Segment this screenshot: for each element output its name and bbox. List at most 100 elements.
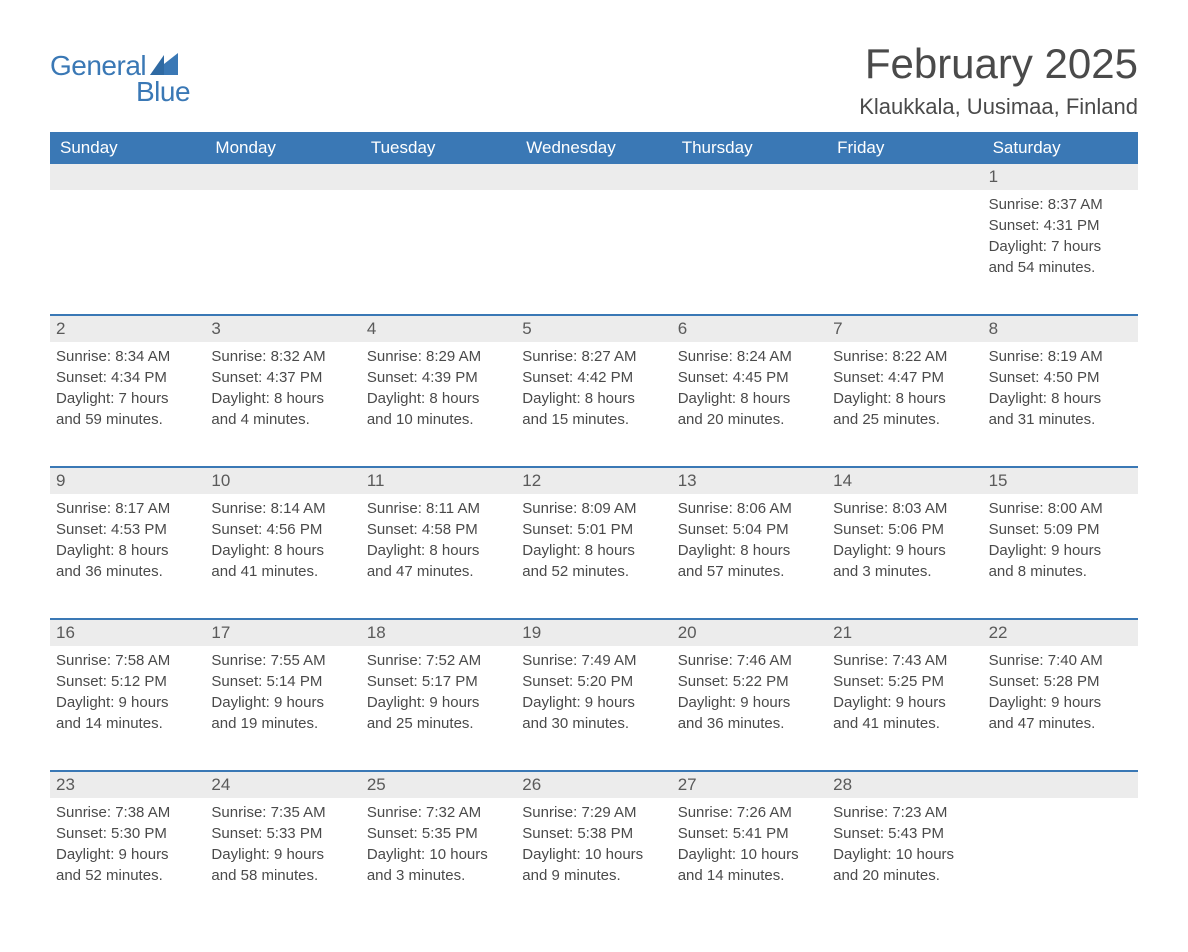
sunrise-text: Sunrise: 8:37 AM xyxy=(989,194,1130,215)
day-number: 4 xyxy=(361,316,516,342)
sunrise-text: Sunrise: 7:23 AM xyxy=(833,802,974,823)
daylight-text: Daylight: 9 hours and 25 minutes. xyxy=(367,692,508,734)
sunrise-text: Sunrise: 7:40 AM xyxy=(989,650,1130,671)
daynum-row: 2345678 xyxy=(50,316,1138,342)
day-cell: Sunrise: 8:22 AMSunset: 4:47 PMDaylight:… xyxy=(827,342,982,446)
day-cell xyxy=(983,798,1138,902)
day-cell: Sunrise: 8:11 AMSunset: 4:58 PMDaylight:… xyxy=(361,494,516,598)
day-cell xyxy=(827,190,982,294)
day-cell: Sunrise: 8:24 AMSunset: 4:45 PMDaylight:… xyxy=(672,342,827,446)
sunrise-text: Sunrise: 7:52 AM xyxy=(367,650,508,671)
page-title: February 2025 xyxy=(859,40,1138,88)
day-number: 8 xyxy=(983,316,1138,342)
day-cell: Sunrise: 7:49 AMSunset: 5:20 PMDaylight:… xyxy=(516,646,671,750)
week-row: 9101112131415Sunrise: 8:17 AMSunset: 4:5… xyxy=(50,466,1138,598)
day-number: 5 xyxy=(516,316,671,342)
day-cell: Sunrise: 7:55 AMSunset: 5:14 PMDaylight:… xyxy=(205,646,360,750)
sunset-text: Sunset: 4:53 PM xyxy=(56,519,197,540)
sunset-text: Sunset: 5:38 PM xyxy=(522,823,663,844)
sunrise-text: Sunrise: 8:11 AM xyxy=(367,498,508,519)
location-text: Klaukkala, Uusimaa, Finland xyxy=(859,94,1138,120)
daylight-text: Daylight: 9 hours and 8 minutes. xyxy=(989,540,1130,582)
day-cell: Sunrise: 8:14 AMSunset: 4:56 PMDaylight:… xyxy=(205,494,360,598)
logo-text-general: General xyxy=(50,50,146,82)
daynum-row: 232425262728 xyxy=(50,772,1138,798)
weekday-header: Sunday Monday Tuesday Wednesday Thursday… xyxy=(50,132,1138,164)
daylight-text: Daylight: 9 hours and 30 minutes. xyxy=(522,692,663,734)
day-number xyxy=(361,164,516,190)
daylight-text: Daylight: 7 hours and 59 minutes. xyxy=(56,388,197,430)
sunset-text: Sunset: 5:09 PM xyxy=(989,519,1130,540)
weekday-thu: Thursday xyxy=(672,132,827,164)
sunset-text: Sunset: 5:14 PM xyxy=(211,671,352,692)
sunrise-text: Sunrise: 8:34 AM xyxy=(56,346,197,367)
day-cell: Sunrise: 8:32 AMSunset: 4:37 PMDaylight:… xyxy=(205,342,360,446)
day-number: 11 xyxy=(361,468,516,494)
day-cell: Sunrise: 8:03 AMSunset: 5:06 PMDaylight:… xyxy=(827,494,982,598)
day-number: 20 xyxy=(672,620,827,646)
daylight-text: Daylight: 10 hours and 9 minutes. xyxy=(522,844,663,886)
sunset-text: Sunset: 4:37 PM xyxy=(211,367,352,388)
day-number: 21 xyxy=(827,620,982,646)
daylight-text: Daylight: 9 hours and 41 minutes. xyxy=(833,692,974,734)
day-number: 3 xyxy=(205,316,360,342)
sunrise-text: Sunrise: 7:35 AM xyxy=(211,802,352,823)
day-number: 1 xyxy=(983,164,1138,190)
sunset-text: Sunset: 5:22 PM xyxy=(678,671,819,692)
sunrise-text: Sunrise: 8:06 AM xyxy=(678,498,819,519)
daylight-text: Daylight: 8 hours and 57 minutes. xyxy=(678,540,819,582)
sunrise-text: Sunrise: 7:55 AM xyxy=(211,650,352,671)
sunrise-text: Sunrise: 8:03 AM xyxy=(833,498,974,519)
day-cell: Sunrise: 8:27 AMSunset: 4:42 PMDaylight:… xyxy=(516,342,671,446)
day-cell: Sunrise: 7:58 AMSunset: 5:12 PMDaylight:… xyxy=(50,646,205,750)
weekday-sat: Saturday xyxy=(983,132,1138,164)
logo: General Blue xyxy=(50,50,190,108)
sunrise-text: Sunrise: 8:22 AM xyxy=(833,346,974,367)
week-row: 16171819202122Sunrise: 7:58 AMSunset: 5:… xyxy=(50,618,1138,750)
sunset-text: Sunset: 4:34 PM xyxy=(56,367,197,388)
sunrise-text: Sunrise: 8:24 AM xyxy=(678,346,819,367)
day-cell: Sunrise: 7:40 AMSunset: 5:28 PMDaylight:… xyxy=(983,646,1138,750)
day-cell: Sunrise: 8:06 AMSunset: 5:04 PMDaylight:… xyxy=(672,494,827,598)
day-cell: Sunrise: 8:19 AMSunset: 4:50 PMDaylight:… xyxy=(983,342,1138,446)
week-row: 2345678Sunrise: 8:34 AMSunset: 4:34 PMDa… xyxy=(50,314,1138,446)
daylight-text: Daylight: 10 hours and 14 minutes. xyxy=(678,844,819,886)
day-cell xyxy=(672,190,827,294)
sunrise-text: Sunrise: 7:43 AM xyxy=(833,650,974,671)
day-cell: Sunrise: 7:38 AMSunset: 5:30 PMDaylight:… xyxy=(50,798,205,902)
daylight-text: Daylight: 8 hours and 20 minutes. xyxy=(678,388,819,430)
sunset-text: Sunset: 5:30 PM xyxy=(56,823,197,844)
day-number xyxy=(205,164,360,190)
day-number xyxy=(827,164,982,190)
daylight-text: Daylight: 9 hours and 3 minutes. xyxy=(833,540,974,582)
sunset-text: Sunset: 5:35 PM xyxy=(367,823,508,844)
sunrise-text: Sunrise: 7:46 AM xyxy=(678,650,819,671)
day-number: 7 xyxy=(827,316,982,342)
sunrise-text: Sunrise: 7:58 AM xyxy=(56,650,197,671)
day-cell: Sunrise: 8:29 AMSunset: 4:39 PMDaylight:… xyxy=(361,342,516,446)
daylight-text: Daylight: 10 hours and 3 minutes. xyxy=(367,844,508,886)
day-number: 14 xyxy=(827,468,982,494)
week-row: 1Sunrise: 8:37 AMSunset: 4:31 PMDaylight… xyxy=(50,164,1138,294)
day-number: 26 xyxy=(516,772,671,798)
day-cell xyxy=(516,190,671,294)
weekday-wed: Wednesday xyxy=(516,132,671,164)
sunrise-text: Sunrise: 8:29 AM xyxy=(367,346,508,367)
day-number: 9 xyxy=(50,468,205,494)
weekday-fri: Friday xyxy=(827,132,982,164)
day-number xyxy=(983,772,1138,798)
daylight-text: Daylight: 7 hours and 54 minutes. xyxy=(989,236,1130,278)
daynum-row: 16171819202122 xyxy=(50,620,1138,646)
daynum-row: 9101112131415 xyxy=(50,468,1138,494)
day-cell: Sunrise: 7:52 AMSunset: 5:17 PMDaylight:… xyxy=(361,646,516,750)
sunset-text: Sunset: 5:33 PM xyxy=(211,823,352,844)
daylight-text: Daylight: 8 hours and 36 minutes. xyxy=(56,540,197,582)
day-number: 22 xyxy=(983,620,1138,646)
title-block: February 2025 Klaukkala, Uusimaa, Finlan… xyxy=(859,40,1138,120)
daynum-row: 1 xyxy=(50,164,1138,190)
sunrise-text: Sunrise: 7:29 AM xyxy=(522,802,663,823)
weekday-sun: Sunday xyxy=(50,132,205,164)
daylight-text: Daylight: 8 hours and 15 minutes. xyxy=(522,388,663,430)
day-number: 16 xyxy=(50,620,205,646)
daylight-text: Daylight: 8 hours and 31 minutes. xyxy=(989,388,1130,430)
